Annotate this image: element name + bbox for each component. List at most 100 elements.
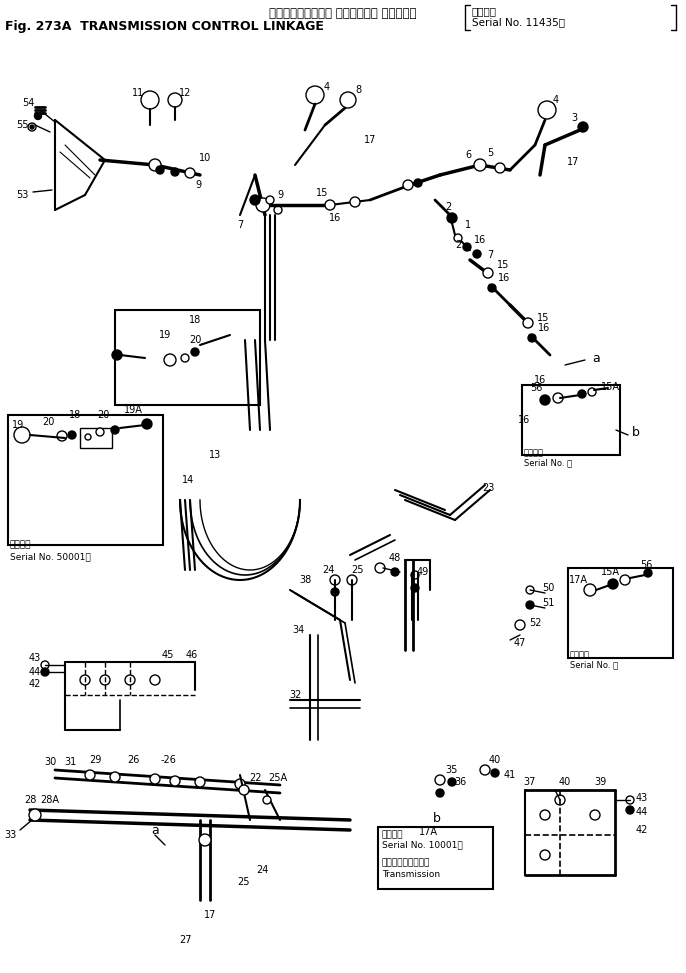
Circle shape <box>199 834 211 846</box>
Circle shape <box>263 796 271 804</box>
Circle shape <box>491 769 499 777</box>
Circle shape <box>142 419 152 429</box>
Text: b: b <box>632 426 640 440</box>
Circle shape <box>538 101 556 119</box>
Text: 3: 3 <box>571 113 577 123</box>
Circle shape <box>235 779 245 789</box>
Circle shape <box>306 86 324 104</box>
Text: 15: 15 <box>497 260 509 270</box>
Text: a: a <box>151 823 159 837</box>
Text: Transmission: Transmission <box>382 870 440 879</box>
Text: 53: 53 <box>16 190 28 200</box>
Circle shape <box>626 806 634 814</box>
Text: Serial No. 50001～: Serial No. 50001～ <box>10 552 91 561</box>
Circle shape <box>340 92 356 108</box>
Text: 9: 9 <box>195 180 201 190</box>
Text: 49: 49 <box>417 567 429 577</box>
Text: 51: 51 <box>542 598 554 608</box>
Text: Serial No. 11435～: Serial No. 11435～ <box>472 17 565 27</box>
Text: 48: 48 <box>389 553 401 563</box>
Text: 54: 54 <box>22 98 34 108</box>
Text: 17: 17 <box>364 135 376 145</box>
Text: 17: 17 <box>567 157 579 167</box>
Text: 18: 18 <box>69 410 81 420</box>
Text: 1: 1 <box>465 220 471 230</box>
Text: 17: 17 <box>204 910 216 920</box>
Circle shape <box>85 434 91 440</box>
Bar <box>568 568 673 658</box>
Circle shape <box>454 234 462 242</box>
Circle shape <box>30 125 34 129</box>
Text: 56: 56 <box>640 560 652 570</box>
Circle shape <box>350 197 360 207</box>
Text: 5: 5 <box>487 148 493 158</box>
Circle shape <box>156 166 164 174</box>
Circle shape <box>391 568 399 576</box>
Text: 38: 38 <box>299 575 311 585</box>
Circle shape <box>150 774 160 784</box>
Bar <box>378 827 493 889</box>
Circle shape <box>168 93 182 107</box>
Circle shape <box>411 584 419 592</box>
Text: 適用号機: 適用号機 <box>10 540 32 549</box>
Circle shape <box>474 159 486 171</box>
Text: 43: 43 <box>636 793 648 803</box>
Text: 9: 9 <box>277 190 283 200</box>
Text: 33: 33 <box>4 830 16 840</box>
Text: 14: 14 <box>182 475 194 485</box>
Text: 16: 16 <box>329 213 341 223</box>
Text: 23: 23 <box>482 483 494 493</box>
Text: 37: 37 <box>524 777 536 787</box>
Circle shape <box>85 770 95 780</box>
Circle shape <box>266 196 274 204</box>
Text: 18: 18 <box>189 315 201 325</box>
Circle shape <box>112 350 122 360</box>
Text: 42: 42 <box>636 825 648 835</box>
Text: 34: 34 <box>292 625 304 635</box>
Circle shape <box>403 180 413 190</box>
Text: 25A: 25A <box>268 773 287 783</box>
Circle shape <box>41 668 49 676</box>
Text: 適用号機: 適用号機 <box>570 650 590 659</box>
Text: 15A: 15A <box>600 567 619 577</box>
Circle shape <box>164 354 176 366</box>
Text: 27: 27 <box>179 935 191 945</box>
Circle shape <box>111 426 119 434</box>
Text: 17A: 17A <box>418 827 438 837</box>
Circle shape <box>250 195 260 205</box>
Circle shape <box>171 168 179 176</box>
Text: 15: 15 <box>537 313 549 323</box>
Text: 適用号機: 適用号機 <box>524 448 544 457</box>
Circle shape <box>195 777 205 787</box>
Text: 16: 16 <box>498 273 510 283</box>
Text: 35: 35 <box>446 765 458 775</box>
Text: 40: 40 <box>559 777 571 787</box>
Bar <box>522 385 620 455</box>
Text: 19: 19 <box>12 420 24 430</box>
Text: 7: 7 <box>237 220 243 230</box>
Text: 2: 2 <box>455 240 461 250</box>
Text: b: b <box>433 811 441 824</box>
Circle shape <box>141 91 159 109</box>
Text: 55: 55 <box>16 120 28 130</box>
Text: 31: 31 <box>64 757 76 767</box>
Text: Serial No. ～: Serial No. ～ <box>570 660 618 669</box>
Text: 8: 8 <box>355 85 361 95</box>
Circle shape <box>447 213 457 223</box>
Text: 28: 28 <box>24 795 36 805</box>
Text: 56: 56 <box>530 383 542 393</box>
Text: 43: 43 <box>29 653 41 663</box>
Text: 19A: 19A <box>123 405 143 415</box>
Circle shape <box>110 772 120 782</box>
Text: 29: 29 <box>88 755 102 765</box>
Text: -26: -26 <box>160 755 176 765</box>
Circle shape <box>523 318 533 328</box>
Circle shape <box>149 159 161 171</box>
Circle shape <box>96 428 104 436</box>
Text: 25: 25 <box>238 877 250 887</box>
Text: トランスミッション コントロール リンケージ: トランスミッション コントロール リンケージ <box>269 7 417 20</box>
Text: 28A: 28A <box>40 795 60 805</box>
Text: 11: 11 <box>132 88 144 98</box>
Circle shape <box>170 776 180 786</box>
Circle shape <box>436 789 444 797</box>
